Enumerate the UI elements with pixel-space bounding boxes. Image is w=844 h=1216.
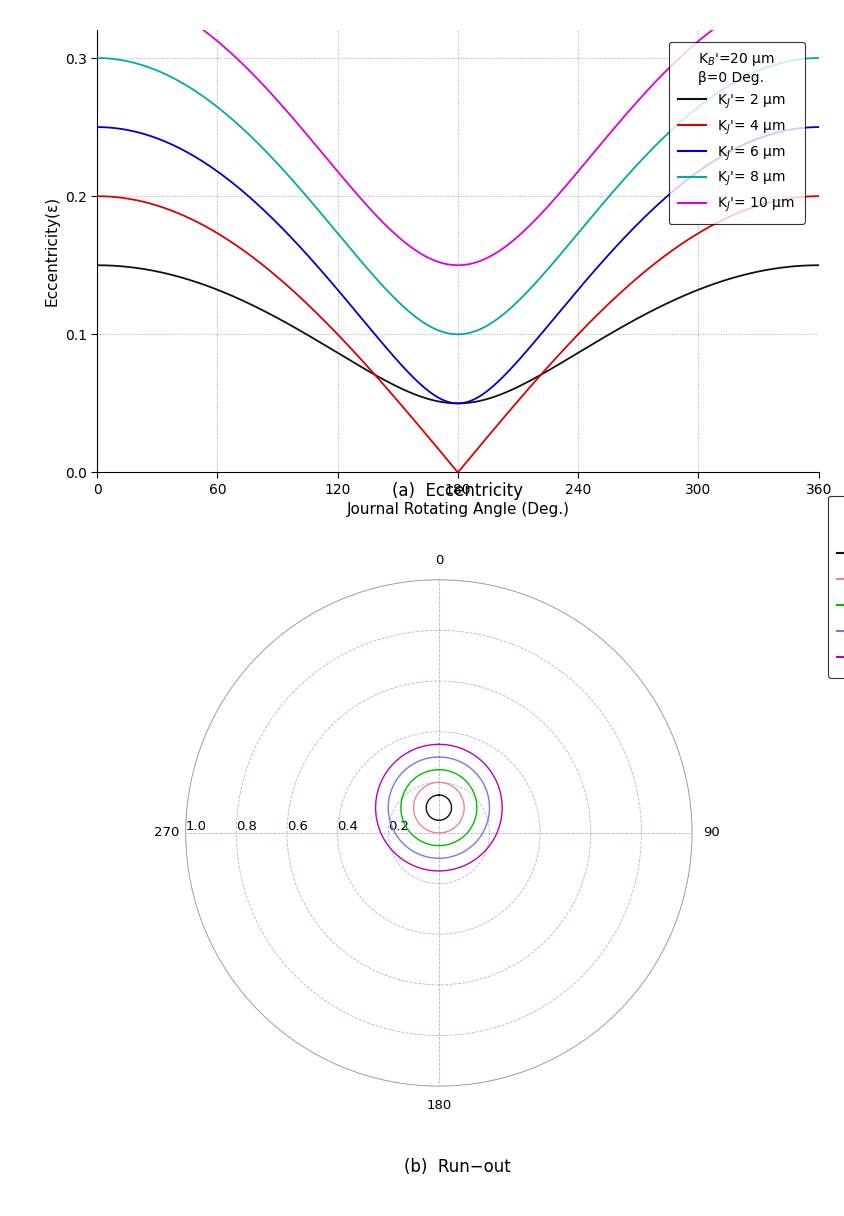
X-axis label: Journal Rotating Angle (Deg.): Journal Rotating Angle (Deg.) — [346, 502, 570, 518]
Y-axis label: Eccentricity(ε): Eccentricity(ε) — [44, 196, 59, 306]
Legend: K$_J$'= 2 μm, K$_J$'= 4 μm, K$_J$'= 6 μm, K$_J$'= 8 μm, K$_J$'= 10 μm: K$_J$'= 2 μm, K$_J$'= 4 μm, K$_J$'= 6 μm… — [828, 496, 844, 677]
Text: (a)  Eccentricity: (a) Eccentricity — [392, 482, 523, 500]
Legend: K$_J$'= 2 μm, K$_J$'= 4 μm, K$_J$'= 6 μm, K$_J$'= 8 μm, K$_J$'= 10 μm: K$_J$'= 2 μm, K$_J$'= 4 μm, K$_J$'= 6 μm… — [668, 41, 804, 224]
Text: (b)  Run−out: (b) Run−out — [404, 1158, 511, 1176]
